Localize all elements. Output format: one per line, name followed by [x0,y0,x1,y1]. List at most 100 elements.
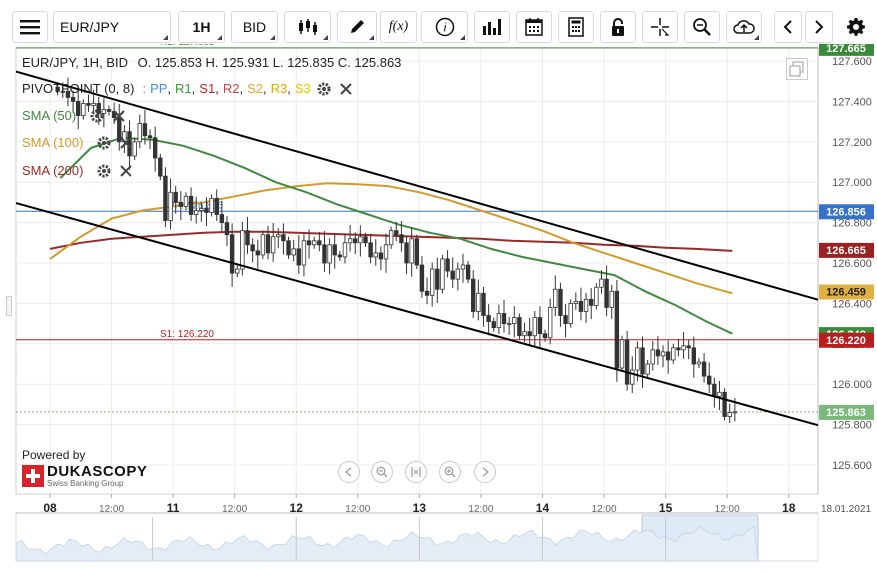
candle-body [229,234,235,274]
close-icon[interactable] [119,164,133,178]
candle [435,257,440,303]
candle-body [696,361,702,365]
volume-button[interactable] [474,11,510,43]
price-marker-label: 126.665 [826,245,866,257]
gear-icon[interactable] [97,164,111,178]
panel-resize-handle[interactable] [6,296,12,316]
candle [671,343,676,364]
side-select[interactable]: BID [231,11,278,43]
x-tick-label: 13 [413,501,427,515]
next-button[interactable] [805,11,833,43]
scroll-left-button[interactable] [338,461,360,483]
info-button[interactable]: i [421,11,468,43]
zoom-out-button[interactable] [371,461,393,483]
y-tick-label: 126.600 [832,258,872,270]
close-icon[interactable] [112,109,126,123]
candle-body [117,117,122,143]
symbol-select[interactable]: EUR/JPY [53,11,171,43]
trendline-upper [15,70,819,301]
candle-body [712,383,717,397]
candle-body [619,339,625,369]
drawing-button[interactable] [337,11,377,43]
settings-button[interactable] [840,11,872,43]
candle [517,313,522,340]
zoom-in-button[interactable] [439,461,461,483]
candle [512,306,517,338]
candle [640,336,645,388]
zoom-button[interactable] [684,11,720,43]
timeframe-select[interactable]: 1H [178,11,225,43]
candle [409,227,414,277]
lock-button[interactable] [600,11,636,43]
crosshair-button[interactable] [642,11,678,43]
x-tick-label: 12:00 [715,504,740,515]
price-markers: 127.665126.856126.665126.459126.248126.2… [819,40,874,420]
candle-body [660,351,666,357]
ohlc-label: O. 125.853 H. 125.931 L. 125.835 C. 125.… [137,55,402,70]
price-marker: 126.665 [819,242,874,258]
candle-body [594,286,599,306]
candle-body [429,268,435,296]
candle-body [260,234,266,256]
candle [573,292,579,310]
candle [342,233,348,264]
candle [286,236,291,259]
candles [55,77,738,423]
candle-body [727,412,732,417]
reset-zoom-button[interactable] [405,461,427,483]
close-icon[interactable] [339,82,353,96]
export-button[interactable] [726,11,762,43]
candle [235,265,240,278]
pivot-legend[interactable]: PIVOTPOINT (0, 8) : PP, R1, S1, R2, S2, … [22,81,353,96]
candle [445,250,450,278]
candle [96,96,101,125]
y-tick-label: 126.400 [832,298,872,310]
candle-body [214,197,219,215]
candle [142,109,148,145]
candle [152,126,158,172]
price-marker-label: 126.459 [826,286,866,298]
candle-body [568,302,573,324]
sma100-legend[interactable]: SMA (100) [22,135,133,150]
chart-type-button[interactable] [284,11,331,43]
candle [250,238,255,263]
calendar-button[interactable] [516,11,552,43]
candle-body [137,123,142,143]
scroll-right-button[interactable] [474,461,496,483]
x-tick-label: 12:00 [222,504,247,515]
candle [727,403,732,423]
instrument-label: EUR/JPY, 1H, BID [22,55,128,70]
zoom-icon [693,18,711,36]
plot-frame [15,47,819,495]
gear-icon[interactable] [90,109,104,123]
calculator-button[interactable] [558,11,594,43]
y-tick-label: 127.200 [832,137,872,149]
calculator-icon [568,17,584,37]
candle-body [204,208,209,213]
candle [276,228,281,249]
gear-icon[interactable] [317,82,331,96]
pivot-s1: S1 [199,81,216,96]
menu-button[interactable] [12,11,48,43]
candle [578,287,584,321]
sma200-legend[interactable]: SMA (200) [22,163,133,178]
close-icon[interactable] [119,136,133,150]
sma50-legend[interactable]: SMA (50) [22,108,126,123]
candle [414,234,419,270]
candle-body [496,313,502,329]
candle-body [311,240,317,246]
pivot-r1: R1 [175,81,192,96]
next-icon [815,20,824,34]
chart-area[interactable]: R1: 127.665 PP: 126.856 S1: 126.220 127.60… [0,37,877,568]
candle-body [527,331,532,337]
prev-button[interactable] [774,11,802,43]
function-button[interactable]: f(x) [380,11,417,43]
candle [681,332,686,359]
candle-body [373,252,378,258]
candle-body [286,240,291,256]
expand-button[interactable] [786,58,808,80]
grid [15,47,819,495]
gear-icon[interactable] [97,136,111,150]
candle-body [265,234,271,254]
candle-body [465,264,471,280]
